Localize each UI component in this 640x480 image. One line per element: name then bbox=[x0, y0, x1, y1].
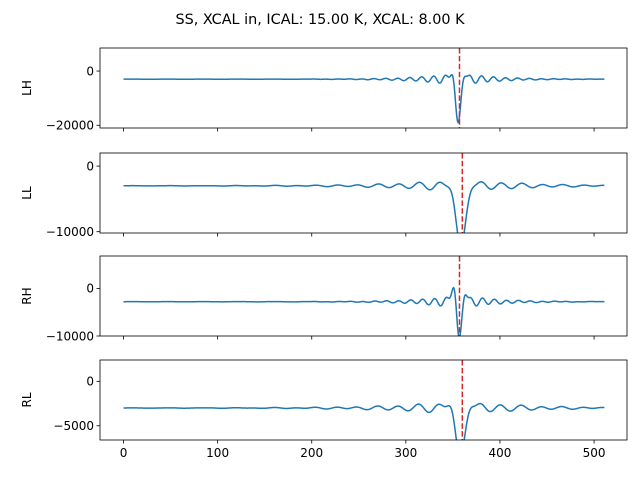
xtick-label: 300 bbox=[394, 446, 417, 460]
figure-title: SS, XCAL in, ICAL: 15.00 K, XCAL: 8.00 K bbox=[175, 12, 465, 28]
ylabel-rl: RL bbox=[20, 392, 34, 407]
axes-frame-lh bbox=[99, 47, 628, 129]
series-line-rh bbox=[123, 286, 605, 336]
xtick-label: 500 bbox=[583, 446, 606, 460]
xtick-label: 400 bbox=[489, 446, 512, 460]
subplot-rh: 0 −10000 RH bbox=[20, 255, 628, 343]
series-line-ll bbox=[123, 181, 605, 233]
series-line-rl bbox=[123, 402, 605, 440]
xtick-label: 200 bbox=[300, 446, 323, 460]
ylabel-lh: LH bbox=[20, 80, 34, 96]
ylabel-ll: LL bbox=[20, 186, 34, 200]
subplot-rl: 0 −5000 0 100 200 300 400 500 RL bbox=[20, 359, 628, 460]
ytick-label: 0 bbox=[86, 64, 94, 78]
subplots: 0 −20000 LH 0 −10000 LL 0 −10000 RH 0 −5000 0 100 200… bbox=[20, 47, 628, 460]
xtick-label: 0 bbox=[120, 446, 128, 460]
ytick-label: −20000 bbox=[46, 119, 94, 133]
ytick-label: −5000 bbox=[53, 419, 94, 433]
subplot-ll: 0 −10000 LL bbox=[20, 152, 628, 239]
ytick-label: −10000 bbox=[46, 329, 94, 343]
series-line-lh bbox=[123, 73, 605, 124]
axes-frame-ll bbox=[99, 152, 628, 234]
axes-frame-rh bbox=[99, 255, 628, 337]
xtick-label: 100 bbox=[206, 446, 229, 460]
ytick-label: 0 bbox=[86, 375, 94, 389]
ytick-label: 0 bbox=[86, 159, 94, 173]
subplot-lh: 0 −20000 LH bbox=[20, 47, 628, 133]
ytick-label: 0 bbox=[86, 282, 94, 296]
ytick-label: −10000 bbox=[46, 225, 94, 239]
axes-frame-rl bbox=[99, 359, 628, 441]
ylabel-rh: RH bbox=[20, 287, 34, 304]
